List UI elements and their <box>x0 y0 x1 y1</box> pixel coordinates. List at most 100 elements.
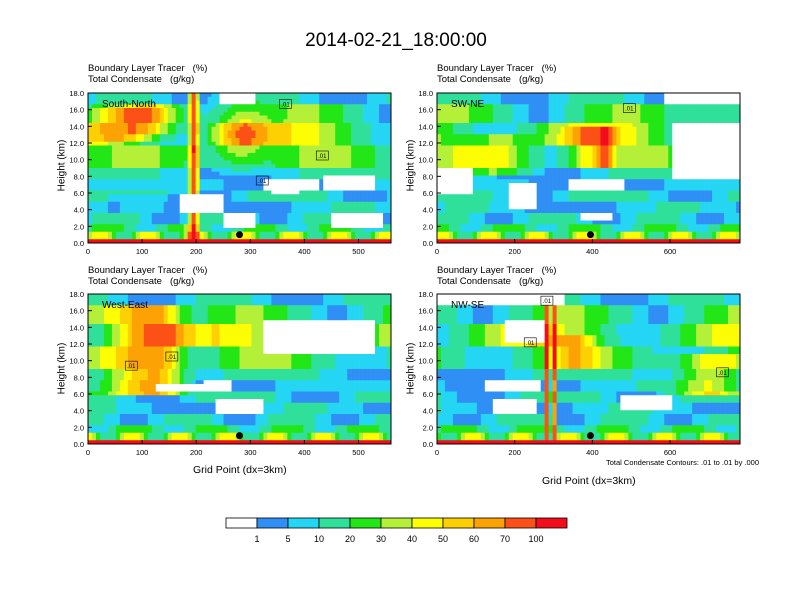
heatmap-cell <box>343 153 348 158</box>
heatmap-cell <box>544 126 549 131</box>
heatmap-cell <box>448 119 454 124</box>
heatmap-cell <box>163 130 169 135</box>
heatmap-cell <box>648 134 653 139</box>
heatmap-cell <box>115 235 121 240</box>
heatmap-cell <box>672 104 677 109</box>
heatmap-cell <box>620 100 625 105</box>
heatmap-cell <box>616 153 621 158</box>
heatmap-cell <box>247 126 252 131</box>
heatmap-cell <box>331 93 336 98</box>
heatmap-cell <box>680 153 685 158</box>
heatmap-cell <box>307 149 312 154</box>
heatmap-cell <box>327 201 332 206</box>
heatmap-cell <box>195 228 200 233</box>
heatmap-cell <box>580 149 585 154</box>
heatmap-cell <box>355 231 360 236</box>
heatmap-cell <box>468 93 474 98</box>
heatmap-cell <box>572 130 577 135</box>
heatmap-cell <box>199 145 204 150</box>
heatmap-cell <box>524 164 529 169</box>
heatmap-cell <box>175 149 180 154</box>
heatmap-cell <box>560 115 565 120</box>
heatmap-cell <box>608 108 613 113</box>
heatmap-cell <box>620 149 625 154</box>
heatmap-cell <box>472 126 478 131</box>
heatmap-cell <box>287 179 292 184</box>
heatmap-cell <box>211 96 216 101</box>
heatmap-cell <box>548 138 553 143</box>
heatmap-cell <box>251 194 256 199</box>
heatmap-cell <box>291 115 296 120</box>
heatmap-cell <box>383 235 388 240</box>
heatmap-cell <box>223 96 228 101</box>
heatmap-cell <box>91 134 97 139</box>
heatmap-cell <box>351 111 356 116</box>
heatmap-cell <box>676 183 681 188</box>
heatmap-cell <box>600 175 605 180</box>
heatmap-cell <box>640 130 645 135</box>
heatmap-cell <box>668 108 673 113</box>
heatmap-cell <box>295 228 300 233</box>
heatmap-cell <box>171 93 177 98</box>
y-tick-label: 14.0 <box>69 122 84 131</box>
heatmap-cell <box>143 138 149 143</box>
heatmap-cell <box>452 141 458 146</box>
heatmap-cell <box>139 153 145 158</box>
heatmap-cell <box>147 111 153 116</box>
heatmap-cell <box>123 220 129 225</box>
heatmap-cell <box>628 93 633 98</box>
heatmap-cell <box>480 183 486 188</box>
heatmap-cell <box>444 96 450 101</box>
heatmap-cell <box>712 141 717 146</box>
heatmap-cell <box>464 160 470 165</box>
heatmap-cell <box>464 145 470 150</box>
heatmap-cell <box>588 108 593 113</box>
heatmap-cell <box>524 130 529 135</box>
heatmap-cell <box>355 213 360 218</box>
heatmap-cell <box>347 205 352 210</box>
heatmap-cell <box>363 100 368 105</box>
heatmap-cell <box>151 228 157 233</box>
heatmap-cell <box>163 201 169 206</box>
heatmap-cell <box>263 100 268 105</box>
heatmap-cell <box>267 145 272 150</box>
heatmap-cell <box>660 126 665 131</box>
heatmap-cell <box>355 198 360 203</box>
heatmap-cell <box>107 156 113 161</box>
heatmap-cell <box>716 164 721 169</box>
heatmap-cell <box>556 179 561 184</box>
heatmap-cell <box>179 134 184 139</box>
heatmap-cell <box>183 198 188 203</box>
panel-title-field: Boundary Layer Tracer <box>88 63 185 74</box>
heatmap-cell <box>359 205 364 210</box>
heatmap-cell <box>560 141 565 146</box>
heatmap-cell <box>323 130 328 135</box>
heatmap-cell <box>203 201 208 206</box>
heatmap-cell <box>355 156 360 161</box>
heatmap-cell <box>343 190 348 195</box>
heatmap-cell <box>163 224 169 229</box>
heatmap-cell <box>199 231 204 236</box>
heatmap-cell <box>604 134 609 139</box>
heatmap-cell <box>175 119 180 124</box>
heatmap-cell <box>335 224 340 229</box>
heatmap-cell <box>327 138 332 143</box>
heatmap-cell <box>604 123 609 128</box>
heatmap-cell <box>151 123 157 128</box>
heatmap-cell <box>732 175 737 180</box>
heatmap-cell <box>584 134 589 139</box>
heatmap-cell <box>616 175 621 180</box>
heatmap-cell <box>492 130 498 135</box>
heatmap-cell <box>271 228 276 233</box>
heatmap-cell <box>712 145 717 150</box>
heatmap-cell <box>187 179 192 184</box>
heatmap-cell <box>135 171 141 176</box>
heatmap-cell <box>480 145 486 150</box>
heatmap-cell <box>612 126 617 131</box>
heatmap-cell <box>259 190 264 195</box>
heatmap-cell <box>620 130 625 135</box>
heatmap-cell <box>143 93 149 98</box>
heatmap-cell <box>496 164 502 169</box>
heatmap-cell <box>159 96 165 101</box>
heatmap-cell <box>88 183 93 188</box>
